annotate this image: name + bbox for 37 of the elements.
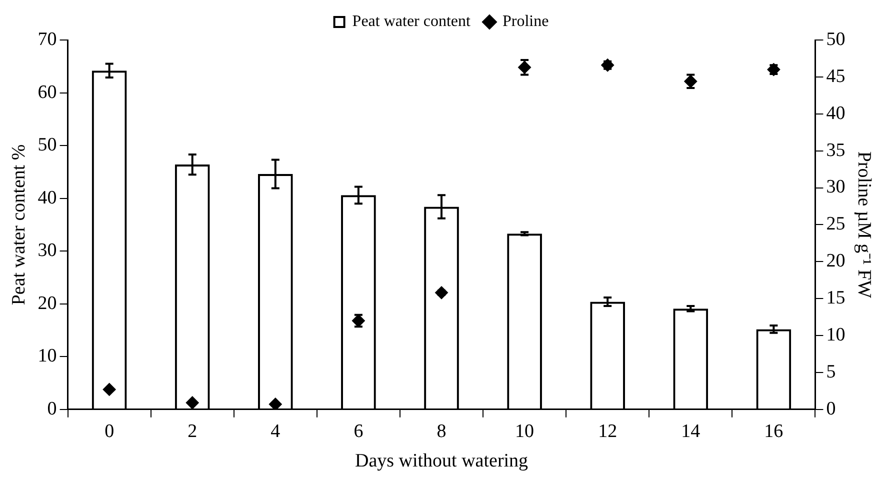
y2-tick-label: 0 (826, 398, 836, 420)
y-axis-title: Peat water content % (8, 144, 30, 306)
x-tick-label: 14 (681, 420, 701, 442)
y2-tick-label: 45 (826, 66, 846, 87)
y2-tick-label: 40 (826, 102, 846, 124)
x-tick-label: 4 (270, 420, 281, 442)
y2-axis-title: Proline µM g⁻¹ FW (854, 151, 875, 298)
y2-tick-label: 25 (826, 214, 846, 235)
y2-tick-label: 35 (826, 140, 846, 161)
y-tick-label: 40 (38, 187, 57, 208)
point (268, 398, 282, 410)
y2-tick-label: 5 (826, 361, 836, 382)
x-tick-label: 8 (436, 420, 446, 442)
y-tick-label: 60 (38, 82, 57, 103)
x-tick-label: 10 (515, 420, 534, 442)
y-tick-label: 30 (38, 240, 57, 262)
legend-label: Proline (502, 13, 549, 30)
point (102, 382, 116, 396)
point (435, 286, 448, 300)
y2-tick-label: 20 (826, 250, 846, 272)
y2-tick-label: 15 (826, 288, 846, 309)
y2-tick-label: 50 (826, 28, 846, 50)
y-tick-label: 0 (47, 398, 57, 420)
y-tick-label: 10 (38, 346, 57, 367)
x-tick-label: 0 (104, 420, 114, 442)
x-tick-label: 16 (764, 420, 784, 442)
y-tick-label: 20 (38, 292, 57, 314)
x-tick-label: 6 (354, 420, 364, 442)
legend-label: Peat water content (352, 13, 472, 30)
x-tick-label: 2 (188, 420, 198, 442)
y2-tick-label: 30 (826, 176, 846, 198)
point (186, 396, 199, 410)
x-tick-label: 12 (598, 420, 618, 442)
y2-tick-label: 10 (826, 324, 846, 346)
y-tick-label: 50 (38, 134, 57, 156)
x-axis-title: Days without watering (354, 450, 529, 472)
y-tick-label: 70 (38, 28, 57, 50)
